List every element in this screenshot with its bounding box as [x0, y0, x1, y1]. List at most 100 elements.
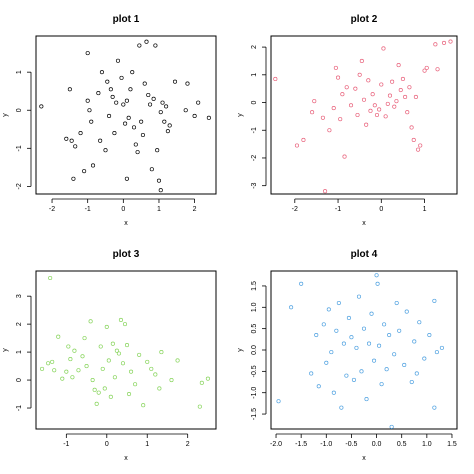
plot-2-x-tick-label: -2 [292, 206, 298, 213]
plot-2-point [398, 88, 403, 93]
plot-2-point [348, 103, 354, 108]
plot-4-y-tick-label: 1.5 [251, 281, 258, 291]
plot-3-point [46, 361, 51, 366]
plot-2-point [374, 112, 380, 118]
plot-1-point [71, 176, 76, 181]
plot-2-point [400, 76, 405, 82]
plot-1-point [149, 167, 154, 172]
plot-2-point [361, 97, 367, 102]
plot-4-point [432, 298, 437, 303]
plot-4-x-tick-label: -1.5 [295, 441, 307, 448]
plot-2-point [320, 115, 325, 120]
plot-1-point [185, 81, 190, 86]
plot-4-point [434, 350, 439, 355]
plot-2-title: plot 2 [351, 14, 378, 25]
plot-4-y-tick-label: 1.0 [251, 302, 258, 312]
plot-4-point [289, 305, 294, 310]
plot-2-point [323, 189, 328, 194]
plot-4-point [354, 345, 359, 350]
plot-4-point [392, 352, 397, 357]
plot-2-point [390, 79, 395, 84]
plot-4-point [389, 424, 394, 429]
plot-2-point [405, 110, 410, 115]
plot-3-point [96, 390, 101, 395]
plot-2-y-tick-label: -1 [251, 127, 258, 133]
plot-4-point [369, 311, 374, 316]
plot-3-point [126, 391, 132, 397]
plot-4-point [316, 384, 321, 389]
plot-1-point [131, 125, 137, 130]
plot-1-point [82, 169, 87, 174]
plot-3-point [108, 394, 113, 399]
plot-3-point [157, 386, 162, 391]
plot-1-point [105, 79, 110, 84]
plot-3-point [92, 387, 97, 392]
plot-1-point [119, 75, 124, 80]
plot-1-point [69, 138, 74, 143]
plot-2-point [310, 110, 315, 115]
plot-3-y-tick-label: 3 [16, 294, 23, 298]
plot-3-point [122, 322, 128, 327]
plot-3-point [205, 376, 210, 381]
plot-1-point [78, 131, 83, 136]
plot-4-point [387, 333, 392, 338]
plot-2-point [370, 92, 375, 97]
plot-4-y-tick-label: 0.0 [251, 345, 258, 355]
plot-1-y-tick-label: 0 [16, 108, 23, 112]
plot-1-point [162, 119, 167, 124]
plot-1-x-tick-label: 1 [157, 206, 161, 213]
plot-3-point [88, 319, 93, 324]
plot-1-point [64, 136, 69, 141]
plot-2-point [331, 106, 336, 111]
plot-4-point [375, 281, 380, 286]
plot-4-point [276, 399, 281, 404]
plot-1-point [183, 108, 188, 113]
plot-1-point [167, 123, 172, 128]
plot-1-point [73, 144, 78, 149]
plot-1-point [98, 138, 103, 143]
plot-2-point [424, 65, 429, 70]
plot-1-point [96, 91, 101, 96]
plot-3-point [48, 275, 53, 281]
plot-3-point [197, 404, 202, 409]
plot-1-y-axis-label: y [2, 113, 9, 117]
plot-4-point [321, 322, 326, 327]
plot-1-point [112, 131, 117, 136]
plot-3-point [52, 368, 57, 373]
plot-4-point [372, 358, 377, 363]
plot-1-y-tick-label: 1 [16, 70, 23, 74]
plot-4-point [336, 300, 341, 306]
plot-2-point [364, 122, 369, 127]
plot-1-point [140, 132, 145, 138]
plot-2-point [383, 114, 388, 119]
plot-1-title: plot 1 [113, 14, 140, 25]
plot-4-point [314, 333, 319, 338]
plot-1-x-axis-label: x [124, 220, 128, 227]
plot-1-point [156, 178, 162, 183]
plot-3-point [120, 361, 126, 366]
plot-4-y-tick-label: 0.5 [251, 324, 258, 334]
plot-3-point [100, 366, 105, 371]
plot-3-point [124, 343, 130, 348]
plot-4-point [309, 371, 314, 376]
plot-1-point [158, 188, 163, 193]
plot-4-point [414, 371, 419, 376]
plot-2-frame [270, 35, 458, 195]
plot-2-point [418, 143, 423, 148]
plot-1-point [110, 94, 115, 99]
plot-2-point [357, 72, 362, 77]
plot-4-point [422, 356, 427, 361]
plot-3-point [50, 359, 55, 364]
plot-2-point [413, 94, 418, 100]
plot-3-point [118, 317, 123, 322]
plot-3-point [66, 344, 71, 349]
plot-1-point [206, 115, 211, 120]
plot-4-x-tick-label: 1.0 [422, 441, 432, 448]
plot-2-point [392, 104, 397, 109]
plot-2-x-tick-label: 1 [423, 206, 427, 213]
plot-4-point [326, 307, 331, 312]
plot-2-point [294, 143, 300, 148]
plot-4-point [417, 320, 422, 325]
plot-3-point [68, 357, 73, 362]
plot-2-point [387, 93, 393, 98]
